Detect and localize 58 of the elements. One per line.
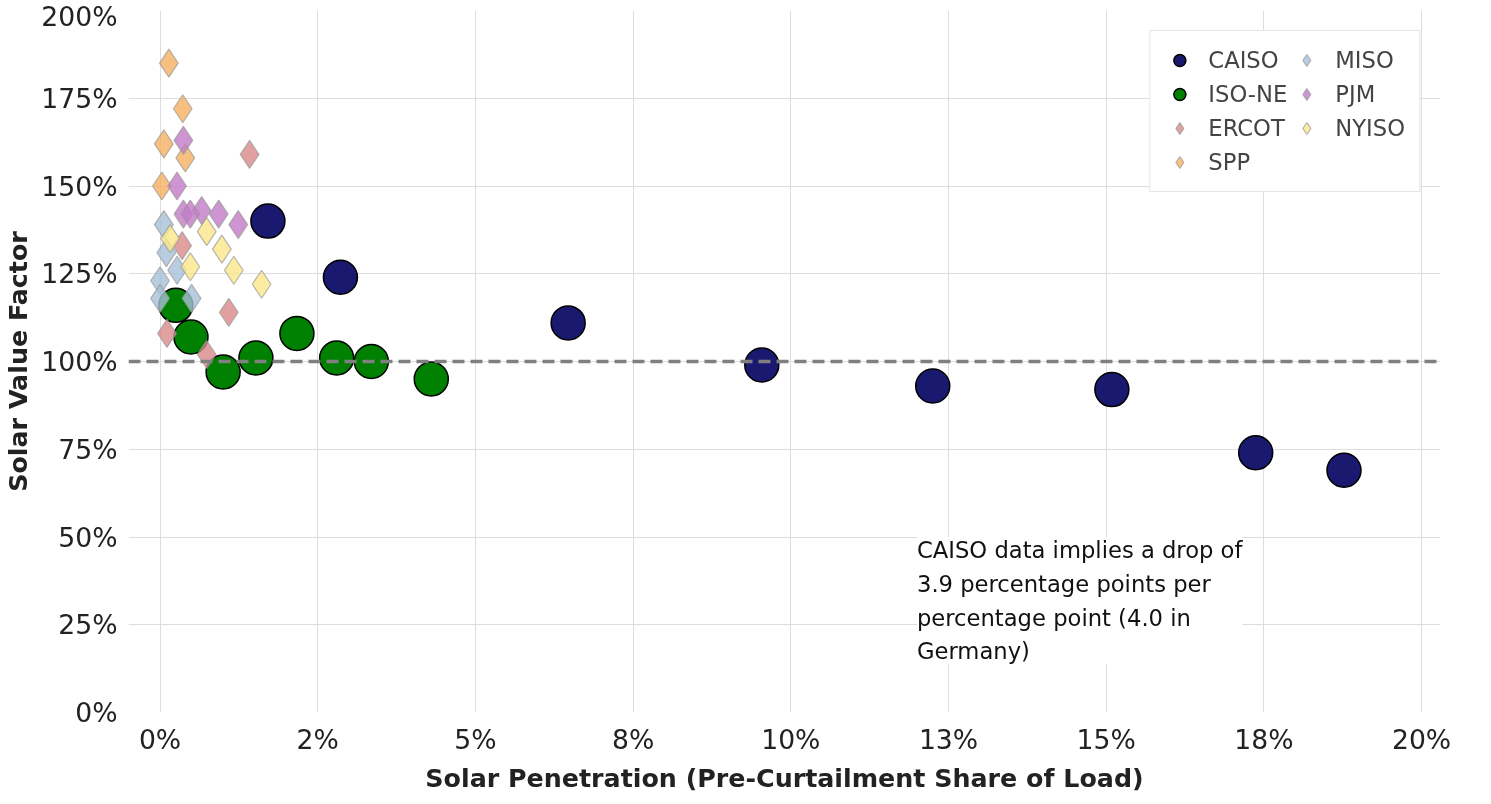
point xyxy=(205,354,241,390)
x-tick-label: 5% xyxy=(454,723,497,755)
point xyxy=(914,368,951,404)
legend-label: CAISO xyxy=(1208,47,1279,73)
point xyxy=(223,255,244,285)
point xyxy=(173,319,209,355)
y-tick-label: 75% xyxy=(58,433,118,465)
y-tick-label: 50% xyxy=(58,521,118,553)
point xyxy=(228,210,249,240)
point xyxy=(196,217,217,247)
point xyxy=(153,129,174,159)
point xyxy=(353,343,390,380)
x-tick-label: 10% xyxy=(761,723,821,755)
y-tick-label: 0% xyxy=(75,697,118,728)
point xyxy=(181,283,202,313)
point xyxy=(322,259,359,295)
point xyxy=(172,94,193,124)
point xyxy=(211,234,232,264)
annotation: CAISO data implies a drop of 3.9 percentage points per percentage point (4.0 in Germany) xyxy=(916,537,1244,665)
point xyxy=(550,305,586,341)
legend-label: ISO-NE xyxy=(1208,81,1288,107)
y-axis-title: Solar Value Factor xyxy=(3,230,34,492)
x-tick-label: 20% xyxy=(1391,723,1452,755)
point xyxy=(1094,371,1130,408)
point xyxy=(180,199,201,229)
x-tick-label: 0% xyxy=(138,723,182,755)
point xyxy=(173,125,194,155)
point xyxy=(250,203,286,239)
point xyxy=(208,199,229,229)
point xyxy=(744,347,780,383)
point xyxy=(251,269,272,299)
point xyxy=(413,361,450,397)
x-tick-label: 2% xyxy=(296,723,339,755)
point xyxy=(279,315,315,352)
x-tick-label: 15% xyxy=(1076,723,1136,755)
y-tick-label: 200% xyxy=(41,0,118,32)
y-tick-label: 150% xyxy=(41,170,118,202)
point xyxy=(1326,452,1362,489)
point xyxy=(218,297,239,327)
y-tick-label: 25% xyxy=(58,609,118,641)
point xyxy=(318,340,355,376)
legend-label: NYISO xyxy=(1335,115,1405,141)
point xyxy=(1237,435,1274,471)
point xyxy=(158,48,179,78)
y-tick-label: 100% xyxy=(41,346,118,377)
x-tick-label: 8% xyxy=(611,723,655,755)
point xyxy=(160,224,181,254)
point xyxy=(238,340,274,376)
legend-label: MISO xyxy=(1335,47,1394,73)
y-tick-label: 125% xyxy=(41,258,118,290)
x-tick-label: 13% xyxy=(918,723,979,755)
x-axis-title: Solar Penetration (Pre-Curtailment Share of Load) xyxy=(425,762,1144,793)
legend-label: ERCOT xyxy=(1208,115,1285,141)
legend-label: SPP xyxy=(1208,149,1251,175)
x-tick-label: 18% xyxy=(1234,723,1294,755)
y-tick-label: 175% xyxy=(41,82,118,114)
point xyxy=(180,252,201,282)
legend-label: PJM xyxy=(1335,81,1376,107)
